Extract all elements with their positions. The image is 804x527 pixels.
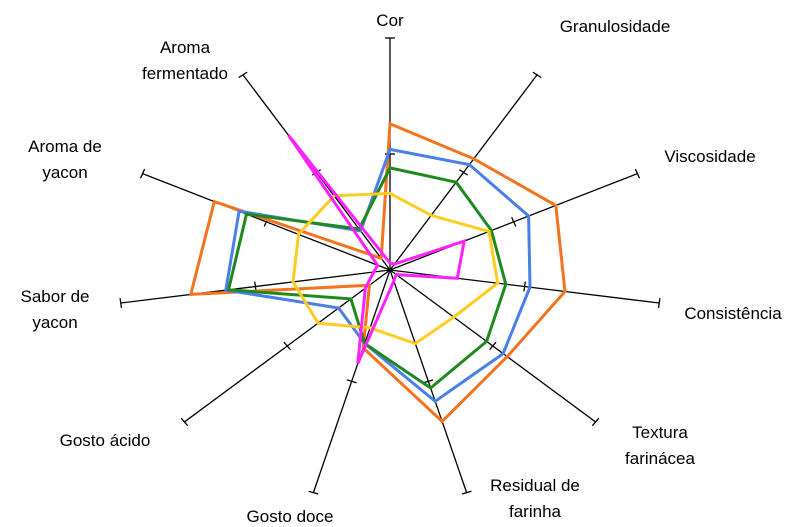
axis-label-line: yacon (32, 313, 77, 332)
axis-label-line: Gosto doce (247, 507, 334, 526)
tick-mark (308, 490, 319, 495)
axis-label: Gosto ácido (60, 431, 151, 450)
tick-mark (657, 297, 661, 309)
axis-label-line: Aroma de (28, 137, 102, 156)
series-polygon (226, 166, 508, 390)
tick-mark (139, 168, 146, 179)
axis-label-line: Aroma (160, 38, 211, 57)
axis-label: Residual de farinha (490, 476, 580, 521)
axis-label-line: Viscosidade (664, 147, 755, 166)
series-polygon (291, 191, 500, 346)
axis-label-line: Gosto ácido (60, 431, 151, 450)
axis-label: Cor (376, 11, 404, 30)
axis-label-line: yacon (42, 163, 87, 182)
tick-mark (591, 417, 600, 427)
axis-label-line: Consistência (684, 304, 782, 323)
tick-mark (634, 168, 641, 179)
tick-mark (532, 71, 542, 79)
axis-label-line: Sabor de (21, 287, 90, 306)
series-polygon (287, 134, 467, 365)
tick-mark (238, 71, 248, 79)
tick-mark (458, 169, 469, 176)
axis-label-line: farinácea (625, 449, 695, 468)
axis-label-line: Cor (376, 11, 404, 30)
tick-mark (180, 417, 189, 427)
axis-label: Gosto doce (247, 507, 334, 526)
tick-mark (423, 379, 434, 384)
tick-mark (461, 490, 472, 495)
tick-mark (489, 341, 497, 351)
axis-label-line: fermentado (142, 64, 228, 83)
axis-label: Viscosidade (664, 147, 755, 166)
axis-label: Aroma fermentado (142, 38, 228, 83)
axis-label: Textura farinácea (625, 423, 695, 468)
axis-label-line: farinha (509, 502, 562, 521)
tick-mark (511, 216, 517, 227)
axis-label: Granulosidade (560, 17, 671, 36)
tick-mark (119, 297, 123, 309)
axis-label-line: Textura (632, 423, 688, 442)
axis-label-line: Granulosidade (560, 17, 671, 36)
tick-mark (523, 281, 526, 292)
series-polygon (188, 121, 567, 424)
tick-mark (283, 341, 291, 351)
axis-label: Consistência (684, 304, 782, 323)
axis-label-line: Residual de (490, 476, 580, 495)
axis-label: Aroma de yacon (28, 137, 102, 182)
tick-mark (346, 379, 357, 384)
axis-label: Sabor de yacon (21, 287, 90, 332)
